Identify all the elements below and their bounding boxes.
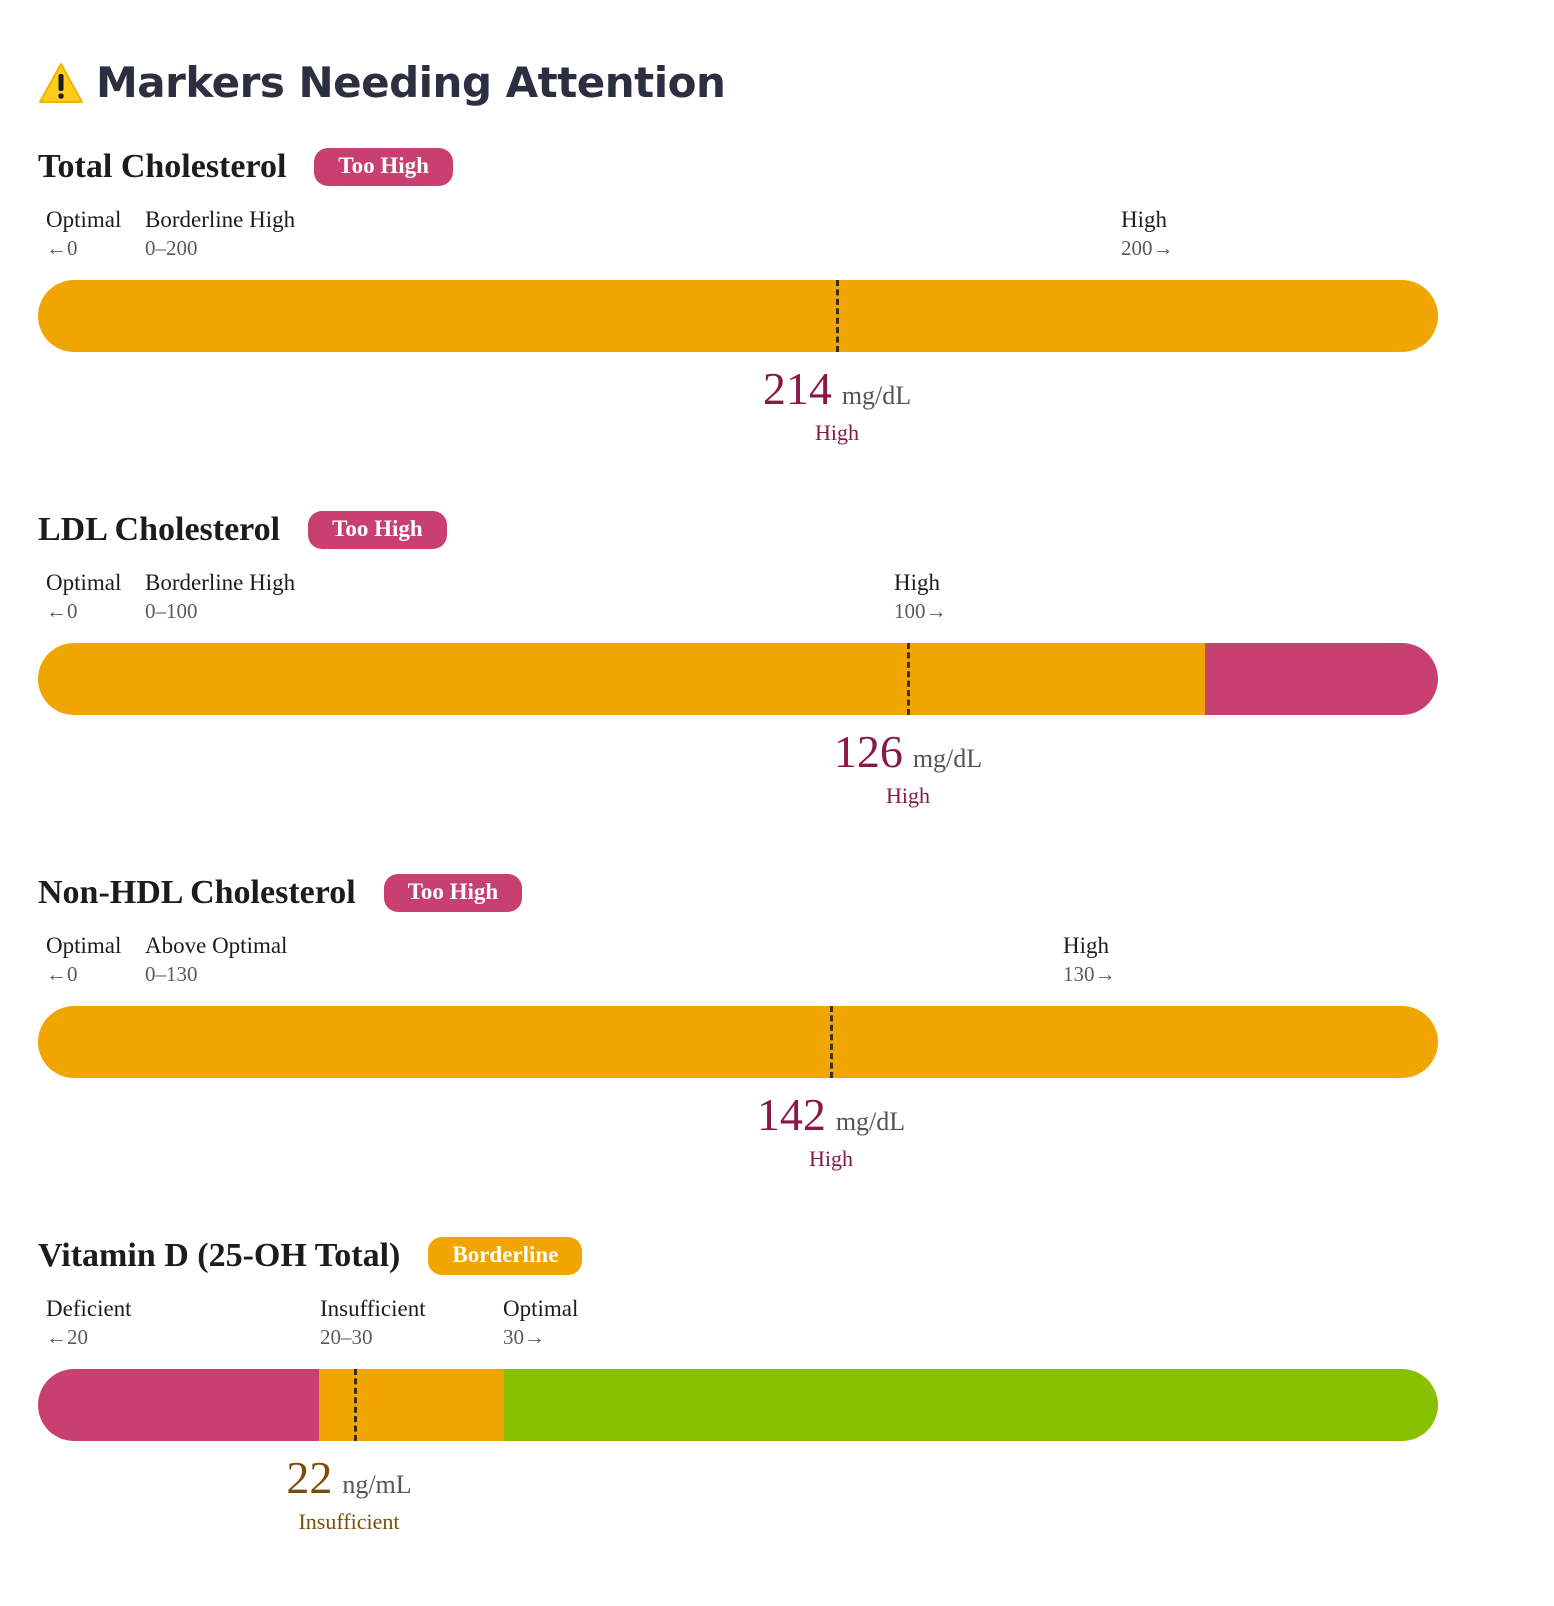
zone-name: Deficient [46,1296,132,1321]
zone-name: Optimal [46,570,122,595]
value-readout: 214 mg/dL High [763,358,911,446]
zone-label-optimal: Optimal ←0 [46,206,121,262]
bar-segment-deficient [38,1369,319,1441]
zone-name: Optimal [46,207,122,232]
value-readout: 142 mg/dL High [757,1084,905,1172]
zone-label-borderline-high: Borderline High 0–200 [145,206,295,262]
result-status: High [886,783,930,808]
page-title: Markers Needing Attention [38,58,726,107]
result-value: 22 [286,1452,333,1503]
marker-name: LDL Cholesterol [38,511,281,548]
result-unit: ng/mL [342,1470,412,1499]
zone-range: 0–130 [145,962,198,986]
zone-label-deficient: Deficient ←20 [46,1295,132,1351]
result-unit: mg/dL [912,744,983,773]
marker-non-hdl-cholesterol: Non-HDL Cholesterol Too High Optimal ←0 … [38,874,1438,1234]
zone-name: Above Optimal [145,933,288,958]
zone-range: ←0 [46,599,78,623]
zone-range: 0–200 [145,236,198,260]
zone-range: 30→ [503,1325,545,1349]
zone-range: 100→ [894,599,947,623]
range-bar [38,280,1438,352]
zone-label-borderline-high: Borderline High 0–100 [145,569,295,625]
range-bar [38,1369,1438,1441]
result-status: Insufficient [298,1509,400,1534]
result-status: High [809,1146,853,1171]
range-bar [38,643,1438,715]
zone-range: ←0 [46,236,78,260]
zone-label-optimal: Optimal ←0 [46,569,121,625]
bar-segment-borderline [38,1006,1438,1078]
value-marker-line [830,1006,833,1078]
status-badge: Too High [314,148,453,186]
zone-range: 200→ [1121,236,1174,260]
result-unit: mg/dL [835,1107,906,1136]
zone-label-high: High 200→ [1121,206,1174,262]
zone-label-optimal: Optimal 30→ [503,1295,578,1351]
zone-range: 0–100 [145,599,198,623]
bar-segment-high [1205,643,1438,715]
marker-name: Non-HDL Cholesterol [38,874,356,911]
marker-ldl-cholesterol: LDL Cholesterol Too High Optimal ←0 Bord… [38,511,1438,871]
zone-label-high: High 100→ [894,569,947,625]
status-badge: Too High [383,874,523,912]
bar-segment-insufficient [319,1369,504,1441]
status-badge: Borderline [428,1237,583,1275]
zone-name: Optimal [503,1296,579,1321]
marker-total-cholesterol: Total Cholesterol Too High Optimal ←0 Bo… [38,148,1438,508]
warning-icon [39,62,83,103]
marker-name: Total Cholesterol [38,148,287,185]
zone-name: High [894,570,940,595]
marker-name: Vitamin D (25-OH Total) [38,1237,401,1274]
result-status: High [815,420,859,445]
zone-range: 130→ [1063,962,1116,986]
status-badge: Too High [308,511,447,549]
zone-name: Insufficient [320,1296,426,1321]
zone-name: Borderline High [145,207,296,232]
zone-range: ←20 [46,1325,88,1349]
zone-name: Optimal [46,933,122,958]
page-title-text: Markers Needing Attention [96,58,726,107]
zone-label-high: High 130→ [1063,932,1116,988]
value-readout: 126 mg/dL High [834,721,982,809]
range-bar [38,1006,1438,1078]
result-value: 142 [756,1089,826,1140]
zone-range: 20–30 [320,1325,373,1349]
bar-segment-optimal [504,1369,1438,1441]
bar-segment-borderline [38,280,1438,352]
zone-range: ←0 [46,962,78,986]
zone-name: High [1063,933,1109,958]
result-value: 214 [762,363,832,414]
value-marker-line [836,280,839,352]
value-readout: 22 ng/mL Insufficient [286,1447,411,1535]
bar-segment-borderline [38,643,1205,715]
zone-name: High [1121,207,1167,232]
zone-label-insufficient: Insufficient 20–30 [320,1295,426,1351]
zone-name: Borderline High [145,570,296,595]
result-value: 126 [833,726,903,777]
value-marker-line [907,643,910,715]
marker-vitamin-d: Vitamin D (25-OH Total) Borderline Defic… [38,1237,1438,1597]
value-marker-line [354,1369,357,1441]
zone-label-above-optimal: Above Optimal 0–130 [145,932,287,988]
result-unit: mg/dL [841,381,912,410]
zone-label-optimal: Optimal ←0 [46,932,121,988]
